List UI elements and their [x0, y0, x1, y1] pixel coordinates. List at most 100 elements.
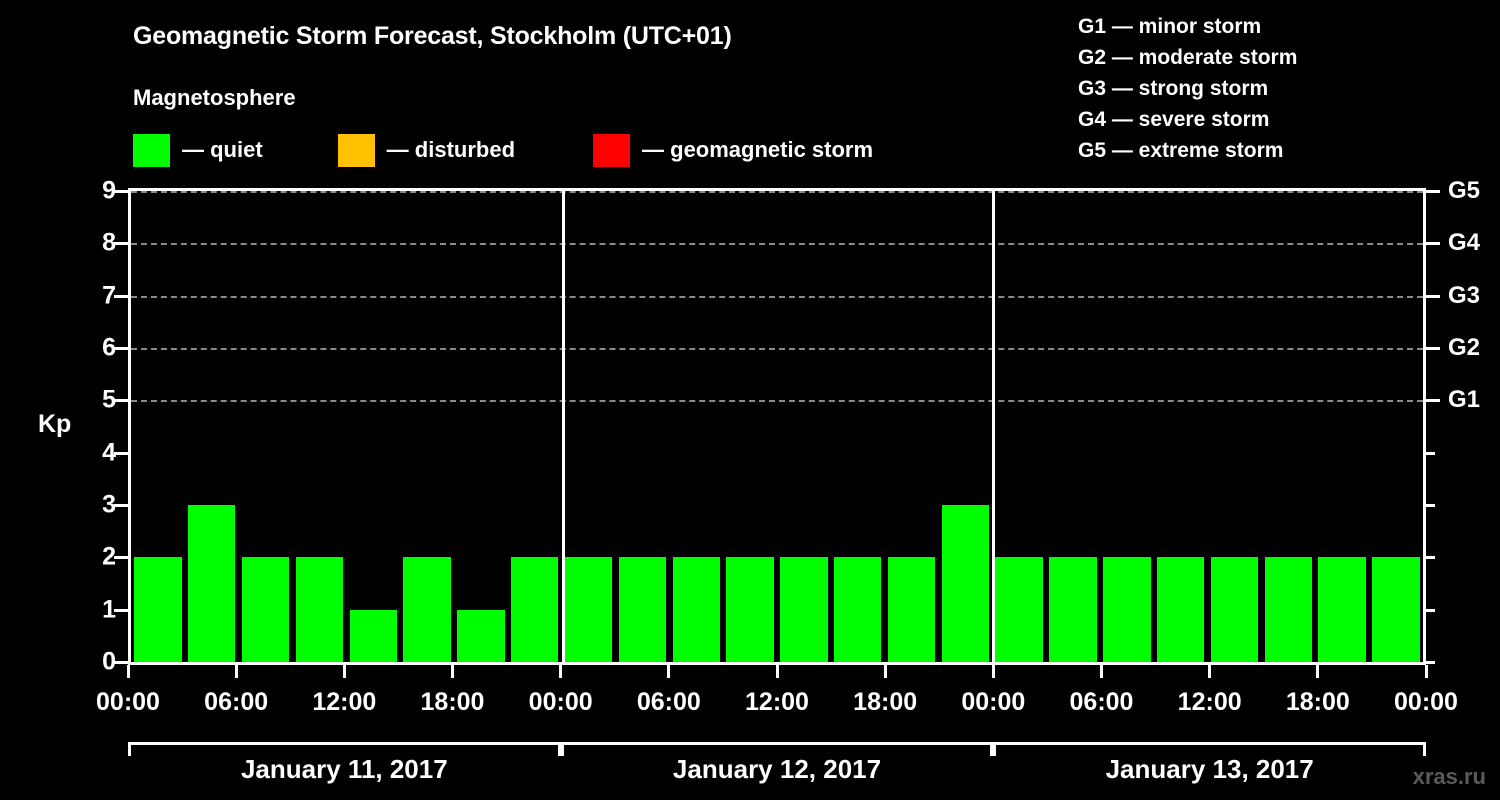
gridline-kp-6 [131, 347, 1423, 350]
bar [511, 557, 559, 662]
day-divider [992, 191, 996, 662]
x-axis-tick [1316, 665, 1320, 678]
gridline-kp-9 [131, 191, 1423, 193]
bar [1264, 557, 1312, 662]
x-axis-label: 18:00 [1285, 688, 1350, 716]
bar [618, 557, 667, 662]
legend-item-storm: — geomagnetic storm [593, 133, 874, 167]
y-axis-tick [114, 661, 128, 664]
bar [834, 557, 882, 662]
x-axis-label: 18:00 [420, 688, 485, 716]
bar [188, 505, 236, 662]
bar [941, 505, 990, 662]
bar [1103, 557, 1151, 662]
x-axis-label: 18:00 [853, 688, 918, 716]
page-title: Geomagnetic Storm Forecast, Stockholm (U… [133, 22, 732, 50]
gridline-kp-7 [131, 295, 1423, 298]
y-axis-tick [114, 556, 128, 560]
bar [564, 557, 613, 662]
y-axis-tick [114, 608, 128, 612]
day-band [560, 742, 994, 756]
right-axis-tick-minor [1426, 451, 1435, 455]
day-label: January 13, 2017 [1105, 754, 1314, 784]
bar-cell [346, 191, 400, 662]
x-axis-tick [1208, 665, 1212, 678]
right-axis-tick-minor [1426, 556, 1435, 560]
day-bands [128, 742, 1426, 756]
day-band [128, 742, 561, 756]
x-axis-tick [775, 665, 779, 678]
legend-label-quiet: — quiet [182, 137, 263, 162]
right-axis-label-G3: G3 [1448, 281, 1481, 309]
right-axis-label-G5: G5 [1448, 177, 1481, 204]
bar-cell [1100, 191, 1154, 662]
x-axis-tick [1424, 665, 1428, 678]
right-axis-tick [1426, 399, 1440, 403]
bar [403, 557, 451, 662]
y-axis-label-3: 3 [102, 490, 116, 519]
bar [1372, 557, 1420, 662]
right-axis-tick [1426, 347, 1440, 350]
x-axis-label: 06:00 [636, 688, 701, 716]
y-axis-label-2: 2 [102, 542, 116, 571]
bar [1156, 557, 1205, 662]
day-divider [561, 191, 565, 662]
legend-heading: Magnetosphere [133, 85, 296, 110]
legend-label-disturbed: — disturbed [386, 137, 516, 162]
y-axis-tick [114, 399, 128, 403]
bar-cell [992, 191, 1046, 662]
plot-area [128, 188, 1426, 665]
legend-swatch-storm [593, 133, 631, 167]
right-axis-tick-minor [1426, 661, 1435, 664]
bar-cell [508, 191, 562, 662]
bar-series [131, 191, 1423, 662]
bar [349, 609, 397, 662]
bar-cell [938, 191, 992, 662]
bar-cell [131, 191, 185, 662]
legend-swatch-disturbed [337, 133, 375, 167]
legend-label-storm: — geomagnetic storm [642, 137, 874, 162]
day-label: January 11, 2017 [240, 754, 448, 784]
x-axis-label: 12:00 [745, 688, 809, 716]
y-axis-tick [114, 347, 128, 350]
g-scale-item-g4: G4 — severe storm [1078, 108, 1270, 132]
x-axis-label: 12:00 [312, 688, 377, 716]
g-scale-item-g5: G5 — extreme storm [1078, 139, 1284, 163]
bar-cell [723, 191, 777, 662]
y-axis-label-0: 0 [102, 647, 116, 676]
y-axis-title: Kp [38, 410, 72, 438]
gridlines [131, 191, 1423, 662]
y-axis-label-4: 4 [102, 438, 116, 467]
y-axis-tick [114, 451, 128, 455]
x-axis-tick [342, 665, 346, 678]
legend-item-disturbed: — disturbed [337, 133, 516, 167]
x-axis-label: 00:00 [1394, 688, 1458, 716]
x-axis-tick [234, 665, 238, 678]
gridline-kp-5 [131, 400, 1423, 403]
bar [295, 557, 344, 662]
day-band [993, 742, 1426, 756]
bar [1210, 557, 1259, 662]
right-axis-tick-minor [1426, 504, 1435, 507]
y-axis-label-9: 9 [102, 176, 116, 205]
y-axis-label-1: 1 [102, 595, 116, 624]
bar-cell [1208, 191, 1262, 662]
y-axis-tick [114, 242, 128, 246]
bar [134, 557, 182, 662]
right-axis-tick-minor [1426, 608, 1435, 612]
x-axis-label: 00:00 [528, 688, 593, 716]
g-scale-item-g2: G2 — moderate storm [1078, 46, 1298, 70]
right-axis-label-G2: G2 [1448, 334, 1481, 361]
x-axis-label: 06:00 [1069, 688, 1134, 716]
x-axis-tick [559, 665, 563, 678]
bar [780, 557, 828, 662]
gridline-kp-8 [131, 243, 1423, 246]
x-axis-label: 00:00 [961, 688, 1026, 716]
y-axis-label-7: 7 [102, 281, 116, 310]
x-axis-label: 06:00 [204, 688, 269, 716]
right-axis-tick [1426, 190, 1440, 193]
legend-item-quiet: — quiet [133, 133, 263, 167]
x-axis-tick [1100, 665, 1103, 678]
bar-cell [669, 191, 723, 662]
bar [887, 557, 936, 662]
